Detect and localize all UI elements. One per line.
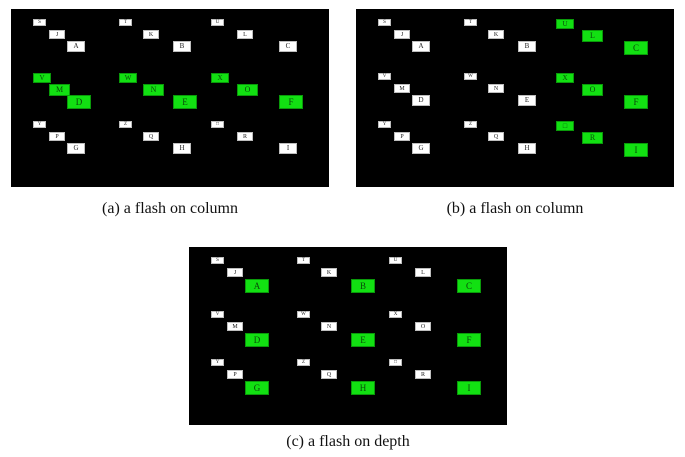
matrix-cell: V xyxy=(378,73,391,80)
matrix-cell: R xyxy=(582,132,603,144)
matrix-cell: I xyxy=(624,143,648,157)
matrix-cell: P xyxy=(49,132,65,141)
matrix-cell: E xyxy=(518,95,536,106)
matrix-cell: O xyxy=(415,322,431,331)
matrix-cell: P xyxy=(394,132,410,141)
caption-b: (b) a flash on column xyxy=(446,200,584,217)
matrix-cell: C xyxy=(624,41,648,55)
matrix-cell: U xyxy=(211,19,224,26)
matrix-cell: W xyxy=(119,73,137,83)
matrix-cell: G xyxy=(67,143,85,154)
matrix-cell: K xyxy=(488,30,504,39)
matrix-cell: H xyxy=(518,143,536,154)
matrix-cell: W xyxy=(464,73,477,80)
matrix-cell: □ xyxy=(389,359,402,366)
matrix-cell: F xyxy=(624,95,648,109)
matrix-cell: B xyxy=(351,279,375,293)
matrix-cell: Y xyxy=(378,121,391,128)
panel-b: S J A T K B U L C V M D W N E X O F Y P G Z Q H □ R I xyxy=(356,9,674,187)
matrix-cell: S xyxy=(33,19,46,26)
caption-c: (c) a flash on depth xyxy=(286,433,410,450)
matrix-cell: K xyxy=(321,268,337,277)
matrix-cell: B xyxy=(518,41,536,52)
matrix-cell: Z xyxy=(119,121,132,128)
matrix-cell: L xyxy=(415,268,431,277)
matrix-cell: A xyxy=(412,41,430,52)
matrix-cell: F xyxy=(279,95,303,109)
matrix-cell: I xyxy=(457,381,481,395)
matrix-cell: D xyxy=(412,95,430,106)
matrix-cell: M xyxy=(49,84,70,96)
matrix-cell: Y xyxy=(211,359,224,366)
matrix-cell: O xyxy=(582,84,603,96)
panel-a: S J A T K B U L C V M D W N E X O F Y P G Z Q H □ R I xyxy=(11,9,329,187)
matrix-cell: T xyxy=(119,19,132,26)
caption-a: (a) a flash on column xyxy=(102,200,238,217)
matrix-cell: D xyxy=(67,95,91,109)
matrix-cell: E xyxy=(351,333,375,347)
matrix-cell: I xyxy=(279,143,297,154)
matrix-cell: S xyxy=(378,19,391,26)
matrix-cell: C xyxy=(279,41,297,52)
matrix-cell: H xyxy=(173,143,191,154)
matrix-cell: Z xyxy=(297,359,310,366)
matrix-cell: A xyxy=(67,41,85,52)
matrix-cell: M xyxy=(227,322,243,331)
matrix-cell: V xyxy=(211,311,224,318)
matrix-cell: □ xyxy=(211,121,224,128)
matrix-cell: D xyxy=(245,333,269,347)
matrix-cell: Q xyxy=(143,132,159,141)
matrix-cell: N xyxy=(143,84,164,96)
matrix-cell: W xyxy=(297,311,310,318)
matrix-cell: H xyxy=(351,381,375,395)
panel-c: S J A T K B U L C V M D W N E X O F Y P G Z Q H □ R I xyxy=(189,247,507,425)
matrix-cell: X xyxy=(556,73,574,83)
matrix-cell: K xyxy=(143,30,159,39)
matrix-cell: C xyxy=(457,279,481,293)
matrix-cell: Q xyxy=(321,370,337,379)
matrix-cell: U xyxy=(389,257,402,264)
matrix-cell: J xyxy=(227,268,243,277)
matrix-cell: J xyxy=(49,30,65,39)
matrix-cell: S xyxy=(211,257,224,264)
matrix-cell: N xyxy=(321,322,337,331)
matrix-cell: N xyxy=(488,84,504,93)
matrix-cell: G xyxy=(412,143,430,154)
matrix-cell: A xyxy=(245,279,269,293)
matrix-cell: L xyxy=(237,30,253,39)
matrix-cell: R xyxy=(237,132,253,141)
matrix-cell: Y xyxy=(33,121,46,128)
matrix-cell: T xyxy=(297,257,310,264)
matrix-cell: G xyxy=(245,381,269,395)
matrix-cell: P xyxy=(227,370,243,379)
matrix-cell: V xyxy=(33,73,51,83)
matrix-cell: U xyxy=(556,19,574,29)
matrix-cell: R xyxy=(415,370,431,379)
matrix-cell: T xyxy=(464,19,477,26)
matrix-cell: □ xyxy=(556,121,574,131)
matrix-cell: E xyxy=(173,95,197,109)
matrix-cell: X xyxy=(211,73,229,83)
matrix-cell: F xyxy=(457,333,481,347)
matrix-cell: X xyxy=(389,311,402,318)
matrix-cell: O xyxy=(237,84,258,96)
matrix-cell: M xyxy=(394,84,410,93)
matrix-cell: J xyxy=(394,30,410,39)
matrix-cell: Z xyxy=(464,121,477,128)
matrix-cell: B xyxy=(173,41,191,52)
matrix-cell: L xyxy=(582,30,603,42)
matrix-cell: Q xyxy=(488,132,504,141)
